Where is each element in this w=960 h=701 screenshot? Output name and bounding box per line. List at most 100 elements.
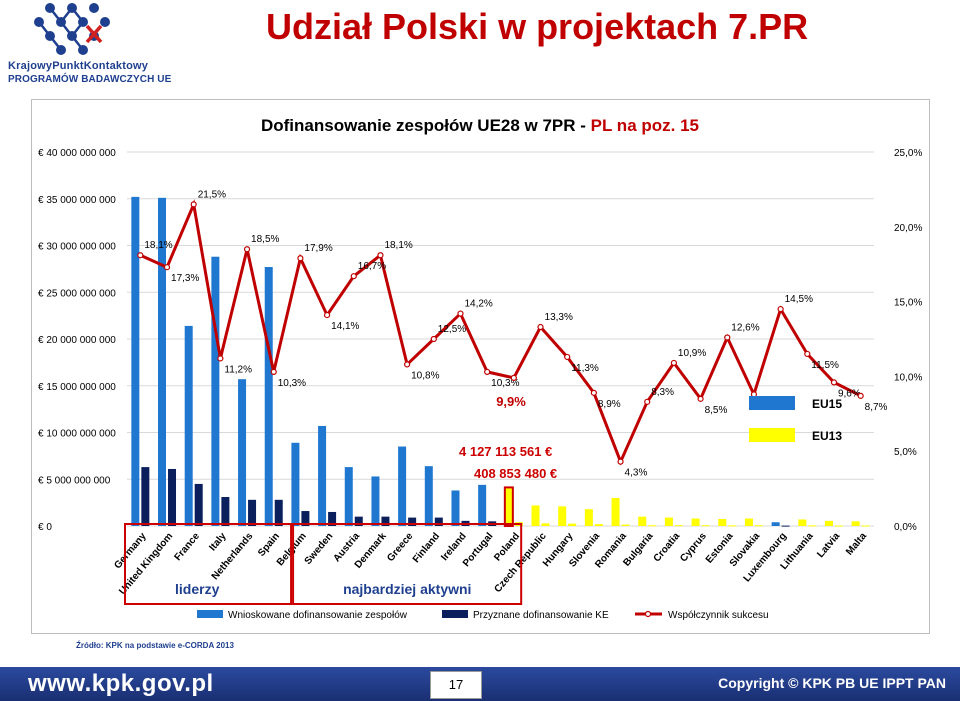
bar-requested — [691, 518, 700, 526]
eu13-legend-label: EU13 — [812, 429, 842, 443]
success-rate-point — [777, 305, 784, 313]
success-rate-point — [217, 355, 224, 362]
bar-requested — [584, 509, 593, 526]
bar-granted — [434, 517, 443, 526]
success-rate-point — [377, 252, 384, 259]
legend-requested-label: Wnioskowane dofinansowanie zespołów — [228, 610, 408, 621]
eu15-legend-label: EU15 — [812, 397, 842, 411]
bar-granted — [621, 524, 630, 526]
bar-granted — [221, 497, 230, 526]
bar-requested — [398, 446, 407, 526]
x-category-label: Sweden — [303, 531, 336, 567]
bar-requested — [718, 518, 727, 526]
x-category-label: Malta — [844, 531, 869, 558]
y-right-tick-label: 5,0% — [894, 447, 917, 458]
y-right-tick-label: 15,0% — [894, 298, 922, 309]
legend-granted-swatch — [442, 610, 468, 618]
bar-requested — [798, 519, 807, 526]
bar-requested — [184, 325, 193, 526]
y-right-tick-label: 0,0% — [894, 522, 917, 533]
success-rate-label: 21,5% — [198, 189, 226, 200]
kpk-logo-mark-icon — [34, 3, 110, 55]
success-rate-point — [644, 398, 651, 405]
copyright-text: Copyright © KPK PB UE IPPT PAN — [718, 675, 946, 691]
bar-requested — [638, 516, 647, 526]
y-right-tick-label: 25,0% — [894, 148, 922, 159]
success-rate-point — [484, 368, 491, 376]
y-left-tick-label: € 5 000 000 000 — [38, 475, 111, 486]
success-rate-label: 12,5% — [438, 324, 466, 335]
bar-requested — [771, 522, 780, 526]
success-rate-label: 18,5% — [251, 234, 279, 245]
bar-granted — [808, 525, 817, 527]
bar-granted — [248, 499, 257, 526]
bar-requested — [503, 486, 514, 528]
success-rate-label: 8,5% — [705, 405, 728, 416]
bar-requested — [318, 425, 327, 526]
success-rate-point — [857, 392, 864, 399]
success-rate-label: 14,1% — [331, 321, 359, 332]
bar-granted — [354, 516, 363, 526]
legend-requested-swatch — [197, 610, 223, 618]
bar-granted — [834, 525, 843, 527]
most-active-group-box — [292, 523, 523, 605]
success-rate-point — [190, 201, 197, 208]
poland-granted-annotation: 408 853 480 € — [474, 466, 557, 481]
y-left-tick-label: € 30 000 000 000 — [38, 242, 116, 253]
chart-title: Dofinansowanie zespołów UE28 w 7PR - PL … — [261, 116, 699, 135]
success-rate-point — [590, 389, 597, 396]
bar-requested — [824, 520, 833, 526]
bar-granted — [568, 523, 577, 526]
success-rate-point — [537, 323, 544, 331]
success-rate-label: 13,3% — [545, 312, 573, 323]
success-rate-point — [404, 361, 411, 368]
kpk-logo: KrajowyPunktKontaktowy PROGRAMÓW BADAWCZ… — [8, 2, 171, 90]
bar-requested — [611, 497, 620, 526]
legend-granted-label: Przyznane dofinansowanie KE — [473, 610, 609, 621]
success-rate-point — [804, 350, 811, 358]
bar-granted — [594, 524, 603, 526]
y-left-tick-label: € 15 000 000 000 — [38, 382, 116, 393]
bar-requested — [744, 518, 753, 526]
success-rate-point — [323, 311, 331, 319]
bar-granted — [541, 523, 550, 526]
bar-granted — [701, 525, 710, 527]
success-rate-label: 14,2% — [464, 299, 492, 310]
x-category-label: Spain — [256, 531, 282, 559]
success-rate-label: 10,8% — [411, 370, 439, 381]
bar-requested — [371, 476, 380, 526]
poland-requested-annotation: 4 127 113 561 € — [459, 444, 552, 459]
bar-requested — [131, 196, 140, 526]
success-rate-point — [163, 264, 171, 271]
eu15-legend-swatch — [749, 396, 795, 410]
success-rate-point — [270, 368, 277, 376]
y-left-tick-label: € 25 000 000 000 — [38, 288, 116, 299]
footer-url-link[interactable]: www.kpk.gov.pl — [28, 670, 214, 697]
bar-granted — [728, 525, 737, 527]
legend-rate-marker — [644, 610, 652, 618]
footer-bar: www.kpk.gov.pl 17 Copyright © KPK PB UE … — [0, 667, 960, 701]
success-rate-label: 16,7% — [358, 261, 386, 272]
bar-granted — [194, 483, 203, 526]
success-rate-point — [457, 310, 464, 317]
bar-granted — [274, 499, 283, 526]
eu13-legend-swatch — [749, 428, 795, 442]
success-rate-label: 8,3% — [651, 387, 674, 398]
x-category-label: Croatia — [652, 531, 683, 565]
chart-title-highlight: PL na poz. 15 — [591, 116, 699, 135]
success-rate-point — [564, 353, 571, 361]
page-number: 17 — [448, 677, 464, 692]
bar-requested — [558, 506, 567, 526]
x-category-label: France — [172, 531, 202, 564]
y-left-tick-label: € 40 000 000 000 — [38, 148, 116, 159]
success-rate-point — [137, 252, 144, 259]
success-rate-point — [670, 359, 678, 367]
bar-requested — [211, 256, 220, 526]
success-rate-point — [297, 255, 304, 262]
bar-granted — [141, 467, 150, 526]
bar-requested — [451, 490, 460, 526]
bar-requested — [344, 467, 353, 526]
bar-requested — [424, 466, 433, 526]
slide-title: Udział Polski w projektach 7.PR — [266, 6, 809, 47]
bar-requested — [478, 484, 487, 526]
